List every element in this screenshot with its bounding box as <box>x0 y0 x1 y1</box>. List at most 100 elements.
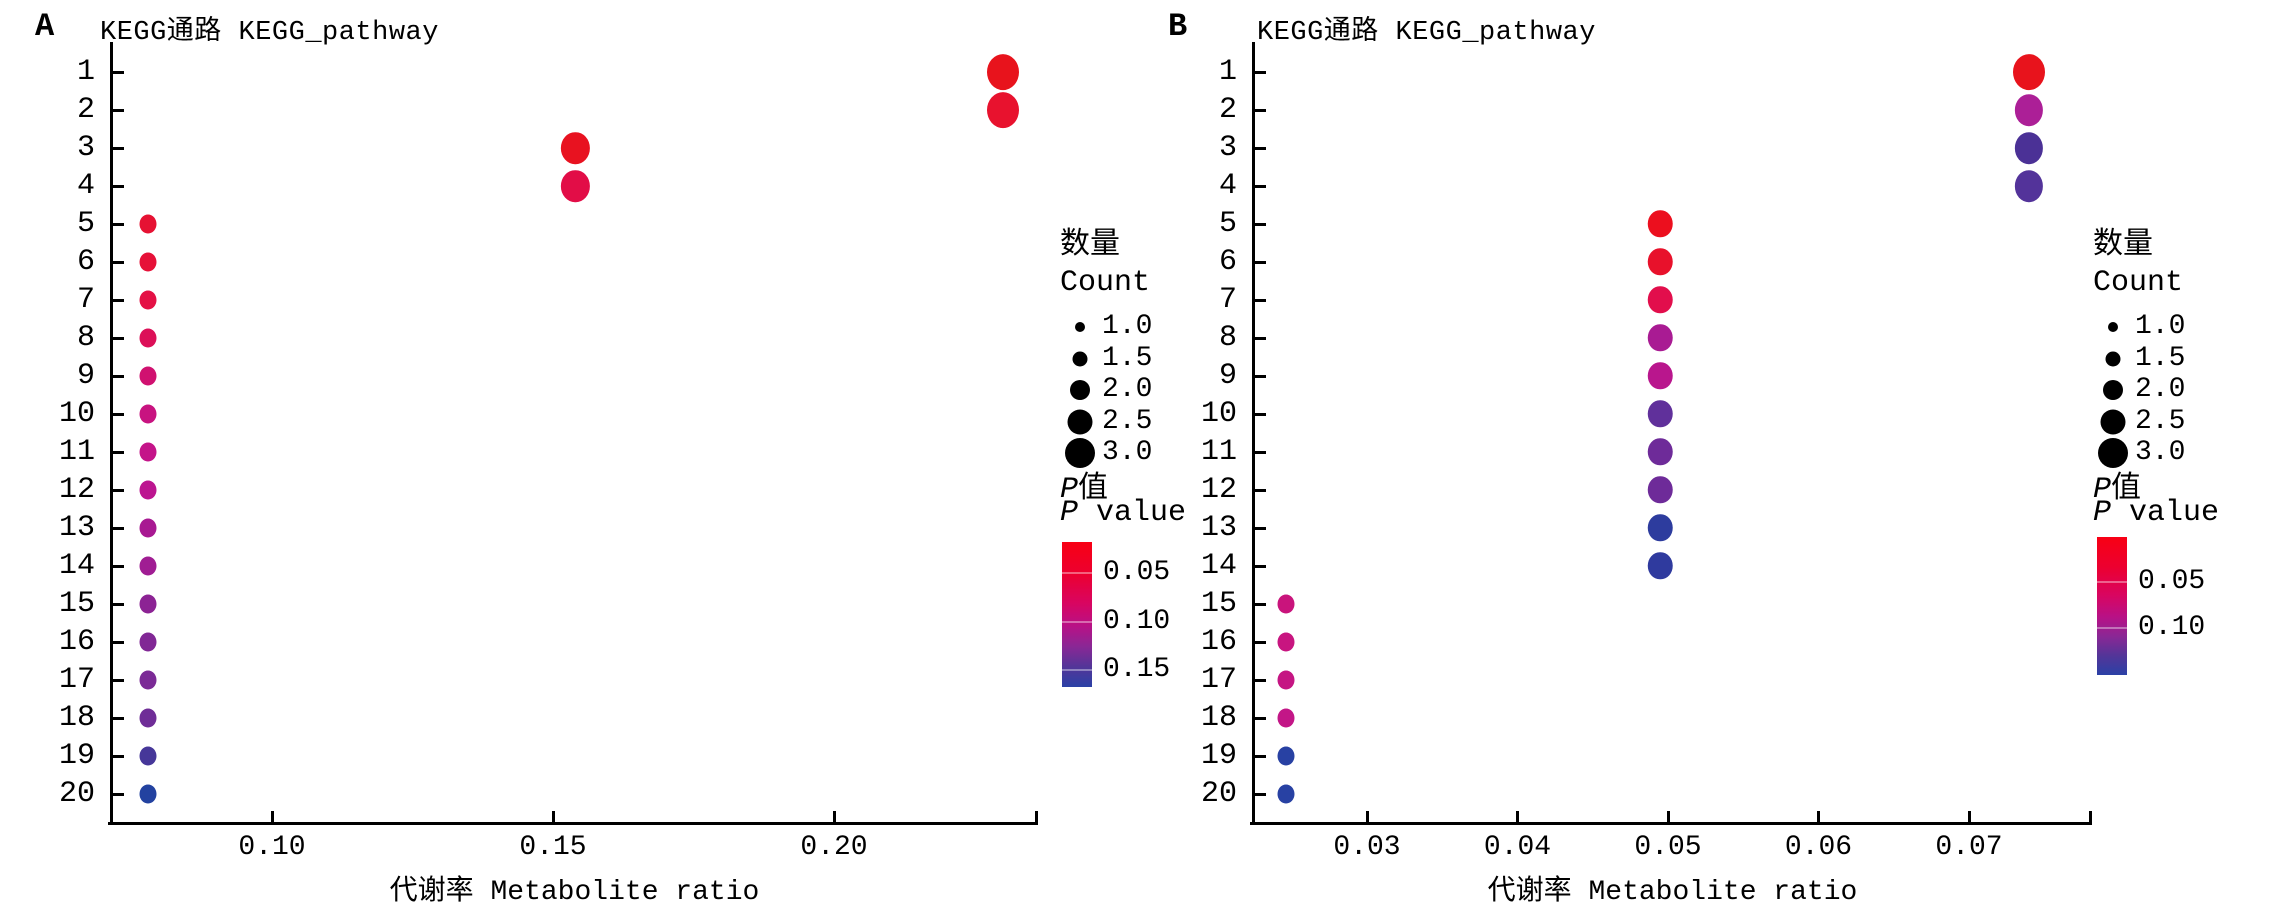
data-point-a-13 <box>139 518 157 538</box>
legend-size-label-a: 3.0 <box>1102 437 1153 468</box>
data-point-b-20 <box>1277 784 1295 804</box>
y-tick-label-b: 6 <box>1218 245 1237 279</box>
legend-size-dot-a <box>1070 380 1090 400</box>
data-point-b-16 <box>1277 632 1295 652</box>
y-tick-b <box>1254 488 1266 492</box>
data-point-b-10 <box>1648 400 1673 428</box>
p-italic: P <box>1060 473 1079 507</box>
x-tick-label-a: 0.15 <box>519 832 587 863</box>
p-en-suffix: value <box>2111 496 2220 530</box>
legend-size-dot-b <box>2098 438 2128 468</box>
y-tick-label-a: 12 <box>58 473 95 507</box>
legend-size-dot-a <box>1072 351 1088 366</box>
y-tick-label-b: 12 <box>1200 473 1237 507</box>
y-axis-a <box>109 42 113 825</box>
data-point-b-18 <box>1277 708 1295 728</box>
y-tick-label-b: 17 <box>1200 663 1237 697</box>
data-point-a-1 <box>986 54 1019 90</box>
y-tick-a <box>112 412 124 416</box>
y-tick-a <box>112 678 124 682</box>
data-point-b-11 <box>1648 438 1673 466</box>
y-tick-a <box>112 716 124 720</box>
data-point-b-3 <box>2015 132 2044 164</box>
x-tick-b <box>1666 811 1670 822</box>
y-tick-label-b: 4 <box>1218 169 1237 203</box>
y-tick-a <box>112 564 124 568</box>
y-tick-b <box>1254 184 1266 188</box>
data-point-a-4 <box>561 170 590 202</box>
data-point-a-3 <box>561 132 590 164</box>
colorbar-label-a: 0.10 <box>1103 606 1171 638</box>
y-tick-a <box>112 450 124 454</box>
data-point-b-2 <box>2015 94 2044 126</box>
y-tick-b <box>1254 374 1266 378</box>
y-tick-label-b: 15 <box>1200 587 1237 621</box>
legend-p-title-zh-a: P值 <box>1060 462 1108 507</box>
y-tick-label-b: 3 <box>1218 131 1237 165</box>
y-tick-label-b: 7 <box>1218 283 1237 317</box>
y-tick-b <box>1254 526 1266 530</box>
legend-size-dot-b <box>2105 351 2121 366</box>
y-tick-label-b: 8 <box>1218 321 1237 355</box>
y-tick-a <box>112 260 124 264</box>
y-tick-label-a: 18 <box>58 701 95 735</box>
x-tick-b <box>1516 811 1519 822</box>
legend-size-label-b: 3.0 <box>2135 437 2186 468</box>
y-tick-b <box>1254 450 1266 454</box>
y-tick-b <box>1254 222 1266 226</box>
y-tick-b <box>1254 108 1266 112</box>
y-tick-label-a: 11 <box>58 435 95 469</box>
data-point-b-5 <box>1648 210 1673 238</box>
data-point-a-18 <box>139 708 157 728</box>
p-en-suffix: value <box>1078 496 1187 530</box>
y-tick-b <box>1254 754 1266 758</box>
data-point-a-7 <box>139 290 157 310</box>
legend-size-label-a: 1.5 <box>1102 342 1153 374</box>
legend-size-label-a: 2.0 <box>1102 374 1153 405</box>
data-point-a-10 <box>139 404 157 424</box>
legend-p-title-en-b: P value <box>2093 496 2219 530</box>
y-tick-b <box>1254 678 1266 682</box>
p-zh-suffix: 值 <box>2111 473 2142 507</box>
x-tick-a <box>270 811 274 822</box>
y-tick-label-a: 6 <box>76 245 95 279</box>
colorbar-label-a: 0.15 <box>1103 654 1171 686</box>
y-tick-b <box>1254 260 1266 264</box>
panel-letter-a: A <box>35 8 55 45</box>
colorbar-label-b: 0.10 <box>2138 611 2206 643</box>
y-tick-b <box>1254 564 1266 568</box>
legend-size-label-b: 1.0 <box>2135 311 2186 342</box>
y-tick-label-a: 2 <box>76 93 95 127</box>
data-point-a-9 <box>139 366 157 386</box>
y-tick-a <box>112 298 124 302</box>
y-tick-label-b: 2 <box>1218 93 1237 127</box>
y-tick-b <box>1254 412 1266 416</box>
data-point-a-11 <box>139 442 157 462</box>
y-tick-label-a: 3 <box>76 131 95 165</box>
panel-letter-b: B <box>1168 8 1188 45</box>
legend-count-title-en-b: Count <box>2093 266 2184 300</box>
y-tick-b <box>1254 336 1266 340</box>
legend-size-dot-a <box>1067 409 1093 434</box>
x-tick-label-a: 0.10 <box>238 832 306 863</box>
data-point-b-14 <box>1648 552 1673 580</box>
y-tick-a <box>112 754 124 758</box>
colorbar-label-b: 0.05 <box>2138 565 2206 597</box>
data-point-a-6 <box>139 252 157 272</box>
y-tick-label-b: 10 <box>1200 397 1237 431</box>
data-point-a-2 <box>986 92 1019 128</box>
legend-size-dot-b <box>2100 409 2126 434</box>
y-tick-label-b: 9 <box>1218 359 1237 393</box>
legend-colorbar-b <box>2097 537 2127 675</box>
chart-title-a: KEGG通路 KEGG_pathway <box>100 18 439 48</box>
legend-size-dot-b <box>2108 322 2118 332</box>
y-tick-a <box>112 146 124 150</box>
colorbar-label-a: 0.05 <box>1103 557 1171 589</box>
x-tick-label-a: 0.20 <box>800 832 868 863</box>
data-point-b-15 <box>1277 594 1295 614</box>
legend-size-dot-a <box>1065 438 1095 468</box>
y-tick-label-a: 8 <box>76 321 95 355</box>
x-tick-b <box>1967 811 1971 822</box>
legend-size-label-a: 1.0 <box>1102 311 1153 342</box>
